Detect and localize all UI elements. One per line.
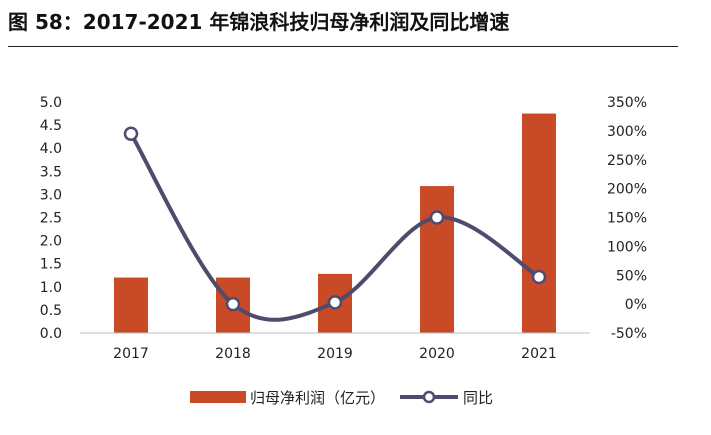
yoy-point-2019 <box>327 295 343 310</box>
y-right-tick: 0% <box>625 297 647 313</box>
y-right-tick: 350% <box>607 95 647 111</box>
x-tick: 2020 <box>419 346 455 362</box>
legend-line-marker <box>422 390 436 404</box>
y-right-tick: 50% <box>616 268 647 284</box>
y-left-tick: 3.5 <box>40 164 62 180</box>
page-title: 图 58：2017-2021 年锦浪科技归母净利润及同比增速 <box>8 10 510 34</box>
bar-2021 <box>522 113 556 333</box>
y-left-tick: 4.0 <box>40 141 62 157</box>
x-tick: 2021 <box>521 346 557 362</box>
yoy-point-2020 <box>429 210 445 225</box>
legend-line-label: 同比 <box>463 389 493 407</box>
yoy-point-2021 <box>531 269 547 285</box>
y-left-tick: 1.0 <box>40 280 62 296</box>
y-right-tick: 300% <box>607 124 647 140</box>
y-left-tick: 0.5 <box>40 303 62 319</box>
y-right-tick: 250% <box>607 153 647 169</box>
x-tick: 2017 <box>113 346 149 362</box>
y-right-tick: 100% <box>607 239 647 255</box>
y-left-tick: 3.0 <box>40 187 62 203</box>
y-left-tick: 0.0 <box>40 326 62 342</box>
y-left-tick: 5.0 <box>40 95 62 111</box>
x-tick: 2019 <box>317 346 353 362</box>
legend-bar-label: 归母净利润（亿元） <box>250 389 385 407</box>
y-left-tick: 2.0 <box>40 234 62 250</box>
legend-bar-swatch <box>190 391 246 403</box>
y-left-tick: 2.5 <box>40 211 62 227</box>
y-left-tick: 1.5 <box>40 257 62 273</box>
yoy-point-2017 <box>123 126 139 142</box>
x-tick: 2018 <box>215 346 251 362</box>
y-left-tick: 4.5 <box>40 118 62 134</box>
bar-2017 <box>114 277 148 333</box>
y-right-tick: -50% <box>611 326 647 342</box>
y-right-tick: 200% <box>607 182 647 198</box>
bar-2020 <box>420 186 454 333</box>
title-divider <box>8 46 678 47</box>
yoy-point-2018 <box>225 296 241 312</box>
y-right-tick: 150% <box>607 211 647 227</box>
